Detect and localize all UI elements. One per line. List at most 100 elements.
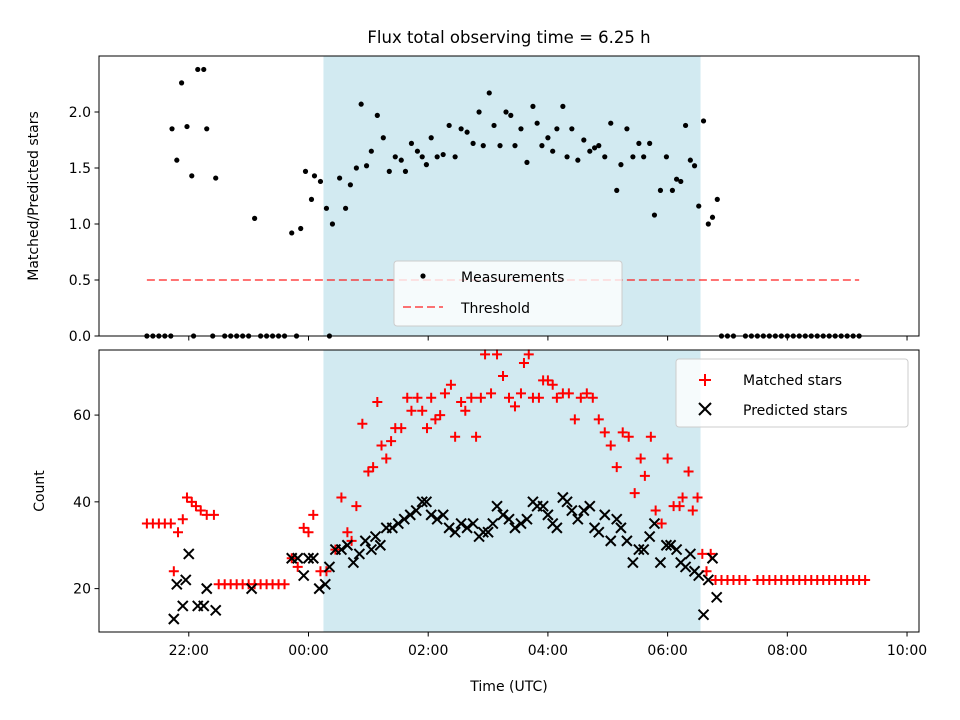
measurement-point <box>512 143 518 149</box>
x-tick-label: 02:00 <box>408 643 448 659</box>
predicted-star-point <box>302 552 315 564</box>
legend-frame-top <box>393 260 623 327</box>
matched-star-point <box>740 574 751 585</box>
measurement-point <box>178 80 185 86</box>
predicted-star-point <box>615 522 627 534</box>
matched-star-point <box>195 505 206 516</box>
measurement-point <box>174 157 180 163</box>
matched-star-point <box>581 388 592 399</box>
matched-star-point <box>406 405 417 416</box>
predicted-star-point <box>201 582 213 595</box>
measurement-point <box>581 137 587 143</box>
matched-star-point <box>445 379 456 390</box>
measurement-point <box>508 112 514 118</box>
predicted-star-point <box>648 517 661 530</box>
measurement-point <box>323 205 330 211</box>
measurement-point <box>311 173 318 179</box>
chart-title: Flux total observing time = 6.25 h <box>367 28 650 47</box>
matched-star-point <box>542 375 553 386</box>
predicted-star-point <box>353 548 366 560</box>
predicted-star-point <box>566 504 578 517</box>
matched-star-point <box>376 440 387 451</box>
matched-star-point <box>412 392 423 403</box>
measurement-point <box>560 103 566 109</box>
predicted-star-point <box>168 613 180 625</box>
predicted-star-point <box>183 548 195 560</box>
measurement-point <box>564 154 570 160</box>
predicted-star-point <box>537 500 549 512</box>
y-tick-label-top: 0.0 <box>69 329 91 345</box>
predicted-star-point <box>198 600 210 612</box>
predicted-star-point <box>461 522 473 534</box>
measurement-point <box>480 143 486 149</box>
legend-marker-measurements <box>420 273 426 279</box>
legend-top: Measurements Threshold <box>393 260 623 327</box>
x-tick-label: 08:00 <box>767 643 807 659</box>
predicted-star-point <box>341 539 354 551</box>
predicted-star-point <box>443 522 455 534</box>
measurement-point <box>213 175 219 181</box>
measurement-point <box>184 123 190 130</box>
y-tick-label-top: 1.0 <box>69 217 91 233</box>
measurement-point <box>687 157 693 163</box>
matched-star-point <box>279 579 290 590</box>
matched-star-point <box>439 388 450 399</box>
legend-marker-predicted <box>698 402 712 416</box>
x-tick-label: 06:00 <box>647 643 687 659</box>
measurement-point <box>678 178 684 185</box>
predicted-star-point <box>297 569 310 582</box>
matched-star-point <box>386 436 397 447</box>
y-axis-ticks-top: 0.0 0.5 1.0 1.5 2.0 <box>69 105 99 345</box>
predicted-star-point <box>416 496 428 508</box>
predicted-star-point <box>449 526 461 538</box>
y-tick-label-bottom: 20 <box>73 582 91 598</box>
measurement-point <box>550 148 556 154</box>
predicted-star-point <box>177 600 189 612</box>
predicted-star-point <box>420 496 433 508</box>
matched-star-point <box>417 405 428 416</box>
measurement-point <box>641 154 647 160</box>
predicted-star-point <box>684 548 697 560</box>
matched-star-point <box>368 462 379 473</box>
matched-star-point <box>662 453 673 464</box>
predicted-star-point <box>180 574 192 586</box>
matched-star-point <box>480 349 491 360</box>
matched-star-point <box>181 492 192 503</box>
matched-star-point <box>611 462 622 473</box>
x-axis-label: Time (UTC) <box>469 679 547 695</box>
measurement-point <box>476 109 482 115</box>
predicted-star-point <box>467 517 479 530</box>
matched-star-point <box>471 431 482 442</box>
matched-star-point <box>509 401 520 412</box>
y-axis-label-top: Matched/Predicted stars <box>26 111 42 281</box>
matched-star-point <box>656 518 667 529</box>
measurement-point <box>440 151 446 158</box>
matched-star-point <box>396 423 407 434</box>
measurement-point <box>392 154 398 160</box>
predicted-star-point <box>365 543 378 556</box>
measurement-point <box>317 178 324 185</box>
predicted-star-point <box>487 517 499 530</box>
legend-marker-matched <box>699 374 711 386</box>
matched-star-point <box>165 518 176 529</box>
measurement-point <box>452 154 458 160</box>
measurement-point <box>189 173 195 179</box>
predicted-star-point <box>584 500 596 512</box>
measurement-point <box>554 126 560 132</box>
matched-star-point <box>430 414 441 425</box>
predicted-star-point <box>245 582 258 595</box>
predicted-star-point <box>627 556 639 569</box>
measurement-point <box>446 122 452 129</box>
measurement-point <box>534 120 540 126</box>
predicted-star-point <box>210 604 222 617</box>
y-tick-label-top: 1.5 <box>69 161 91 177</box>
measurement-point <box>302 168 309 174</box>
measurement-point <box>518 126 524 132</box>
y-axis-ticks-bottom: 20 40 60 <box>73 408 99 598</box>
measurement-point <box>353 165 359 171</box>
matched-star-point <box>475 392 486 403</box>
predicted-star-point <box>611 513 623 525</box>
matched-star-point <box>498 371 509 382</box>
observing-window-shade-bottom <box>323 350 701 632</box>
predicted-star-point <box>359 535 372 547</box>
